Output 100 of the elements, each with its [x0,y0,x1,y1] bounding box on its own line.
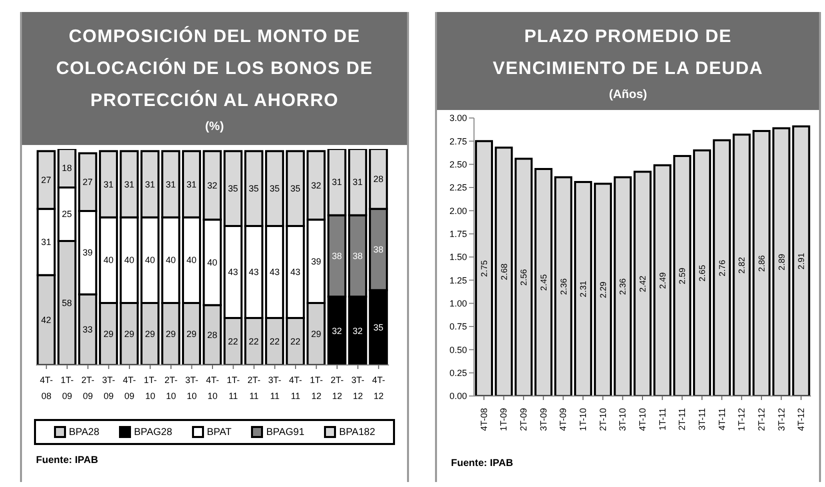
x-tick-label: 3T-11 [696,408,707,430]
data-label: 2.68 [498,263,509,280]
x-tick-label: 3T-10 [185,375,198,401]
y-tick-label: 1.00 [449,298,467,309]
data-label: 22 [228,336,238,346]
x-tick-label: 4T-10 [638,408,648,432]
x-tick-label: 4T-11 [289,375,302,401]
data-label: 18 [62,163,72,174]
x-tick-label: 1T-12 [736,408,747,432]
data-label: 29 [124,328,134,339]
data-label: 43 [248,266,259,277]
data-label: 2.76 [716,260,727,276]
data-label: 40 [103,255,114,266]
data-label: 40 [124,255,134,266]
x-tick-label: 4T-09 [122,375,136,401]
data-label: 2.42 [638,275,648,292]
data-label: 38 [373,244,384,255]
data-label: 29 [103,328,114,339]
x-tick-label: 4T-10 [206,375,220,401]
y-tick-label: 0.00 [449,391,467,402]
data-label: 31 [166,179,176,190]
bar [634,170,652,396]
data-label: 35 [248,184,259,194]
data-label: 39 [82,248,93,258]
x-tick-label: 1T-09 [60,375,74,401]
source-note: Fuente: IPAB [451,458,514,469]
data-label: 40 [166,255,176,266]
x-tick-label: 4T-12 [372,375,386,401]
data-label: 31 [103,179,114,190]
y-tick-label: 2.50 [449,160,467,170]
data-label: 29 [166,328,176,339]
legend-label: BPAT [206,426,232,438]
data-label: 38 [332,250,342,261]
x-tick-label: 3T-09 [538,408,548,432]
x-tick-label: 4T-11 [716,408,727,430]
data-label: 25 [62,209,72,220]
data-label: 31 [352,177,363,188]
data-label: 2.91 [796,252,806,270]
x-tick-label: 2T-11 [248,375,261,401]
x-tick-label: 2T-09 [518,408,529,432]
data-label: 40 [186,255,197,266]
data-label: 28 [207,330,218,340]
legend-label: BPA28 [68,426,100,438]
data-label: 2.36 [558,278,568,295]
data-label: 2.89 [776,254,786,270]
data-label: 32 [332,326,342,336]
data-label: 31 [144,179,155,190]
data-label: 42 [41,315,52,326]
x-tick-label: 2T-09 [81,375,94,401]
legend-label: BPAG28 [134,426,172,438]
data-label: 31 [41,237,52,248]
data-label: 2.59 [677,267,688,284]
data-label: 2.29 [598,281,608,298]
y-tick-label: 3.00 [449,113,467,124]
data-label: 32 [311,180,322,190]
data-label: 22 [290,336,300,346]
data-label: 40 [144,255,155,266]
data-label: 27 [41,175,52,186]
data-label: 43 [290,266,300,277]
data-label: 28 [373,174,384,184]
data-label: 35 [290,184,300,194]
x-tick-label: 1T-11 [226,375,240,401]
legend-label: BPAG91 [266,426,304,438]
data-label: 27 [82,177,93,188]
data-label: 2.75 [478,260,489,277]
x-tick-label: 2T-12 [330,375,344,401]
chart-subtitle: (Años) [608,86,648,103]
data-label: 35 [373,322,384,333]
data-label: 2.49 [657,272,668,289]
x-tick-label: 4T-12 [796,408,806,432]
data-label: 40 [207,257,218,268]
data-label: 2.36 [618,278,628,295]
data-label: 31 [186,179,197,190]
x-tick-label: 1T-12 [310,375,323,401]
data-label: 2.82 [736,256,747,274]
y-tick-label: 1.50 [449,252,467,262]
bar [752,130,771,396]
data-label: 39 [311,256,322,266]
data-label: 33 [82,324,93,335]
x-tick-label: 3T-11 [268,375,282,401]
chart-title: COMPOSICIÓN DEL MONTO DE COLOCACIÓN DE LOS BONOS DE PROTECCIÓN AL AHORRO [55,25,374,112]
x-tick-label: 4T-08 [40,375,53,401]
data-label: 32 [207,180,218,190]
data-label: 58 [62,298,72,308]
data-label: 35 [270,184,280,194]
y-tick-label: 0.25 [449,368,467,378]
x-tick-label: 1T-09 [498,408,509,432]
x-tick-label: 3T-12 [776,408,786,432]
x-tick-label: 1T-11 [657,408,668,430]
data-label: 29 [186,328,197,339]
bar [693,149,712,396]
y-tick-label: 1.25 [449,275,467,286]
x-tick-label: 2T-12 [756,408,766,432]
x-tick-label: 4T-08 [478,408,489,432]
data-label: 32 [352,326,363,336]
x-tick-label: 1T-10 [578,408,588,432]
data-label: 2.56 [518,268,529,286]
y-tick-label: 1.75 [449,229,467,240]
x-tick-label: 2T-10 [164,375,178,401]
data-label: 22 [248,336,259,346]
